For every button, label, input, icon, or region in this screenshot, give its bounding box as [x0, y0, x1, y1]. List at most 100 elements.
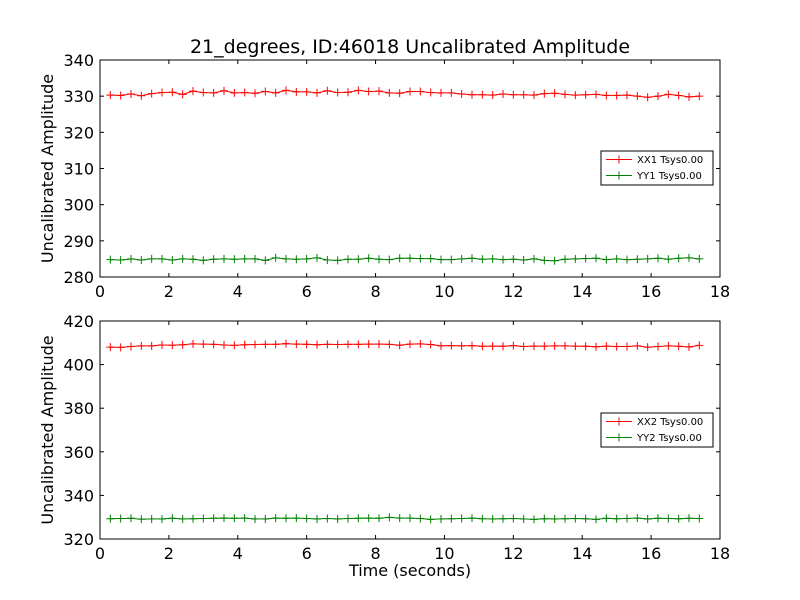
data-point-marker: [385, 340, 394, 349]
data-point-marker: [251, 340, 259, 349]
data-point-marker: [313, 340, 321, 349]
data-point-marker: [230, 88, 239, 97]
data-point-marker: [147, 341, 156, 350]
data-point-marker: [344, 255, 352, 264]
data-point-marker: [178, 254, 187, 263]
data-point-marker: [695, 514, 704, 523]
x-tick-label: 4: [233, 282, 243, 301]
data-point-marker: [178, 340, 187, 349]
data-point-marker: [137, 256, 146, 265]
data-point-marker: [478, 514, 487, 523]
y-tick-label: 420: [63, 312, 94, 331]
data-point-marker: [654, 254, 662, 263]
data-point-marker: [375, 87, 383, 96]
legend: XX1 Tsys0.00 YY1 Tsys0.00: [600, 150, 714, 186]
data-point-marker: [271, 88, 280, 97]
data-point-marker: [623, 255, 631, 264]
data-point-marker: [313, 253, 321, 262]
data-point-marker: [602, 255, 611, 264]
data-point-marker: [106, 343, 115, 352]
data-point-marker: [664, 90, 673, 99]
data-point-marker: [623, 91, 631, 100]
data-point-marker: [375, 514, 383, 523]
x-tick-label: 10: [434, 282, 454, 301]
legend-label-xx2: XX2 Tsys0.00: [637, 417, 703, 428]
data-point-marker: [530, 515, 538, 524]
data-point-marker: [230, 341, 239, 350]
data-point-marker: [633, 341, 642, 350]
data-point-marker: [302, 514, 311, 523]
data-point-marker: [240, 514, 249, 523]
series-line-xx1: [110, 89, 700, 98]
y-tick-label: 340: [63, 486, 94, 505]
data-point-marker: [209, 255, 218, 264]
legend-box: [600, 412, 714, 448]
data-point-marker: [519, 90, 528, 99]
data-point-marker: [426, 88, 435, 97]
data-point-marker: [395, 341, 404, 350]
data-point-marker: [602, 91, 611, 100]
x-tick-label: 18: [710, 544, 730, 563]
data-point-marker: [468, 514, 476, 523]
data-point-marker: [416, 87, 425, 96]
data-point-marker: [561, 255, 569, 264]
series-line-yy1: [110, 257, 700, 262]
data-point-marker: [199, 256, 208, 265]
data-point-marker: [385, 88, 394, 97]
data-point-marker: [395, 514, 404, 523]
x-tick-label: 8: [370, 282, 380, 301]
x-tick-label: 16: [641, 282, 661, 301]
data-point-marker: [468, 341, 476, 350]
data-point-marker: [189, 514, 197, 523]
data-point-marker: [220, 254, 228, 263]
data-point-marker: [540, 514, 549, 523]
y-tick-label: 320: [63, 530, 94, 549]
data-point-marker: [116, 514, 125, 523]
data-point-marker: [581, 90, 590, 99]
data-point-marker: [323, 340, 332, 349]
data-point-marker: [199, 88, 208, 97]
data-point-marker: [416, 339, 425, 348]
data-point-marker: [333, 340, 342, 349]
data-point-marker: [364, 514, 373, 523]
data-point-marker: [158, 514, 166, 523]
x-tick-label: 12: [503, 544, 523, 563]
series-line-yy2: [110, 516, 700, 520]
data-point-marker: [530, 342, 538, 351]
data-point-marker: [220, 340, 228, 349]
data-point-marker: [612, 342, 621, 351]
data-point-marker: [488, 342, 497, 351]
data-point-marker: [499, 514, 507, 523]
data-point-marker: [540, 256, 549, 265]
data-point-marker: [612, 514, 621, 523]
data-point-marker: [540, 89, 549, 98]
data-point-marker: [189, 339, 197, 348]
data-point-marker: [168, 341, 177, 350]
data-point-marker: [168, 256, 177, 265]
data-point-marker: [106, 514, 115, 523]
x-tick-label: 6: [302, 282, 312, 301]
data-point-marker: [685, 514, 693, 523]
data-point-marker: [406, 514, 414, 523]
data-point-marker: [654, 514, 662, 523]
data-point-marker: [199, 340, 208, 349]
data-point-marker: [147, 89, 156, 98]
data-point-marker: [509, 255, 518, 264]
axis-ticks: 0 2 4 6 8 10 12 14 16 18 320 340 360 380 400 420: [63, 312, 730, 563]
data-point-marker: [478, 342, 487, 351]
data-point-marker: [385, 255, 394, 264]
y-tick-label: 310: [63, 160, 94, 179]
data-point-marker: [623, 514, 631, 523]
x-tick-label: 16: [641, 544, 661, 563]
data-point-marker: [323, 514, 332, 523]
data-point-marker: [571, 514, 580, 523]
data-point-marker: [654, 342, 662, 351]
data-point-marker: [695, 92, 704, 101]
data-point-marker: [292, 514, 301, 523]
data-point-marker: [333, 256, 342, 265]
data-point-marker: [592, 515, 600, 524]
data-point-marker: [406, 87, 414, 96]
data-point-marker: [364, 87, 373, 96]
data-point-marker: [251, 89, 259, 98]
data-point-marker: [457, 254, 466, 263]
